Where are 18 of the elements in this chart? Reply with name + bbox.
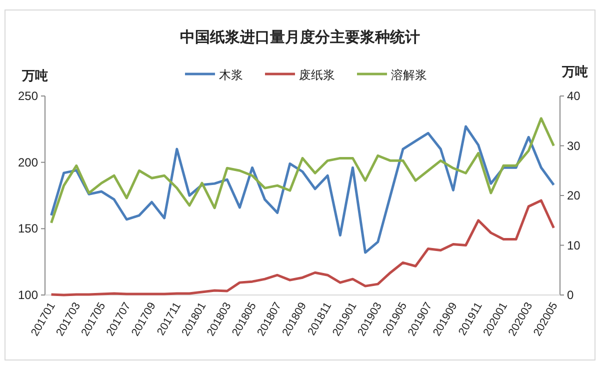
y-tick-label: 100 bbox=[18, 288, 38, 302]
y-tick-label: 150 bbox=[18, 222, 38, 236]
legend-label: 废纸浆 bbox=[299, 68, 335, 82]
legend-label: 木浆 bbox=[219, 68, 243, 82]
y2-axis-title: 万吨 bbox=[561, 64, 588, 79]
line-series bbox=[50, 117, 555, 224]
line-series bbox=[50, 125, 555, 254]
y-tick-label: 200 bbox=[18, 155, 38, 170]
y2-tick-label: 40 bbox=[567, 89, 581, 103]
y2-tick-label: 30 bbox=[567, 138, 581, 153]
y2-tick-label: 10 bbox=[567, 238, 581, 252]
chart-title: 中国纸浆进口量月度分主要浆种统计 bbox=[180, 28, 420, 46]
y-axis-title: 万吨 bbox=[21, 68, 48, 83]
y-tick-label: 250 bbox=[18, 89, 38, 103]
line-series bbox=[50, 199, 555, 296]
y2-tick-label: 20 bbox=[567, 188, 581, 202]
legend-label: 溶解浆 bbox=[391, 68, 427, 82]
y2-tick-label: 0 bbox=[567, 288, 574, 302]
